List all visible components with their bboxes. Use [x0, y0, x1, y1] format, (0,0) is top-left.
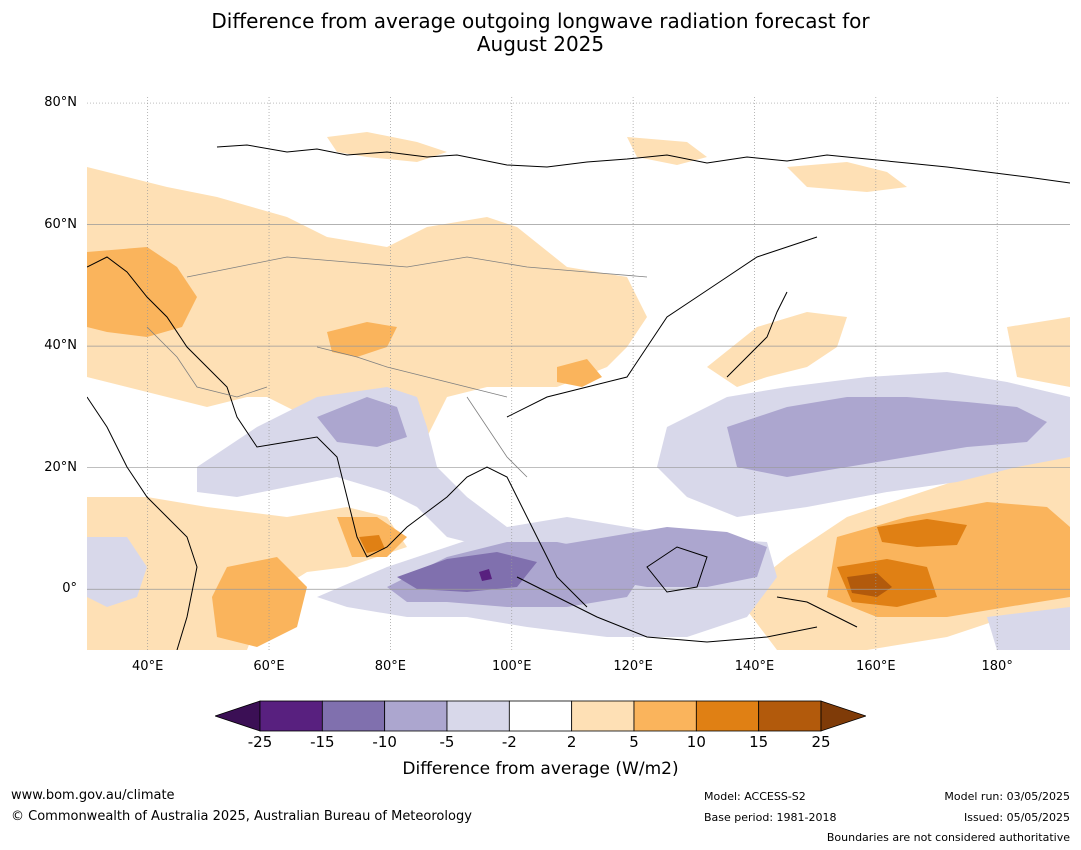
lon-label: 100°E — [491, 659, 532, 674]
footer-copyright: © Commonwealth of Australia 2025, Austra… — [11, 809, 472, 824]
colorbar-swatch — [321, 700, 386, 732]
colorbar-extend-high — [820, 700, 866, 732]
anomaly-pos5-europe — [87, 247, 197, 337]
anomaly-neg5-west-pacific — [727, 397, 1047, 477]
border-middle-east — [146, 326, 268, 398]
anomaly-neg2-arabia-india — [197, 387, 507, 547]
colorbar-tick-label: -2 — [501, 733, 517, 751]
border-central-asia — [186, 256, 648, 278]
coast-africa — [87, 396, 198, 650]
footer-issued: Issued: 05/05/2025 — [963, 811, 1070, 824]
footer-model: Model: ACCESS-S2 — [704, 790, 806, 803]
colorbar-tick-label: -10 — [372, 733, 397, 751]
coast-europe-arabia-africa — [87, 256, 588, 608]
colorbar-swatch — [446, 700, 510, 732]
anomaly-pos2-north-pacific-east — [1007, 317, 1070, 387]
title-line-2: August 2025 — [476, 32, 605, 56]
colorbar-tick-label: 5 — [629, 733, 639, 751]
colorbar-tick-label: 2 — [566, 733, 577, 751]
anomaly-pos2-siberia-north — [327, 132, 447, 162]
colorbar-tick-label: 15 — [749, 733, 769, 751]
footer-url[interactable]: www.bom.gov.au/climate — [11, 788, 175, 803]
colorbar-swatch — [758, 700, 822, 732]
coast-indonesia — [516, 576, 818, 643]
lat-label: 40°N — [44, 338, 77, 354]
colorbar-swatch — [571, 700, 635, 732]
colorbar-extend-low — [215, 700, 261, 732]
coast-japan — [726, 291, 788, 378]
colorbar-swatch — [695, 700, 760, 732]
anomaly-neg5-india — [317, 397, 407, 447]
border-himalaya — [316, 346, 508, 398]
anomaly-pos2-europe-russia — [87, 167, 647, 457]
colorbar-tick-label: 25 — [811, 733, 831, 751]
anomaly-neg10-east-io — [397, 552, 537, 592]
lon-label: 140°E — [734, 659, 775, 674]
anomaly-pos15-pacific — [847, 573, 892, 597]
colorbar-tick-label: -25 — [247, 733, 273, 751]
colorbar-swatch — [508, 700, 573, 732]
map-title: Difference from average outgoing longwav… — [0, 10, 1081, 56]
colorbar-tick-label: 10 — [686, 733, 706, 751]
border-china-se-asia — [466, 396, 528, 478]
colorbar-tick-label: -15 — [310, 733, 335, 751]
lon-label: 80°E — [374, 659, 407, 674]
anomaly-neg2-pacific-east — [987, 607, 1070, 650]
footer-base-period: Base period: 1981-2018 — [704, 811, 837, 824]
coast-arctic — [216, 144, 1070, 184]
anomaly-neg5-maritime — [547, 527, 767, 587]
anomaly-pos5-mongolia-china — [557, 359, 602, 387]
title-line-1: Difference from average outgoing longwav… — [211, 9, 870, 33]
olr-anomaly-map — [87, 97, 1070, 650]
anomaly-pos2-japan — [707, 312, 847, 387]
lat-label: 0° — [62, 581, 77, 597]
lat-label: 80°N — [44, 95, 77, 111]
colorbar-label: Difference from average (W/m2) — [402, 759, 679, 779]
anomaly-pos5-tibet — [327, 322, 397, 357]
anomaly-fields — [87, 132, 1070, 650]
anomaly-pos2-far-east — [787, 162, 907, 192]
map-panel — [87, 97, 1070, 650]
anomaly-pos10-pacific — [877, 519, 967, 547]
footer-model-run: Model run: 03/05/2025 — [944, 790, 1070, 803]
lon-label: 60°E — [253, 659, 285, 674]
country-borders — [146, 256, 648, 478]
lat-label: 20°N — [44, 459, 77, 475]
colorbar-swatch — [384, 700, 448, 732]
colorbar-swatch — [259, 700, 323, 732]
anomaly-pos5-west-io — [212, 557, 307, 647]
anomaly-pos2-east-siberia — [627, 137, 707, 165]
lat-label: 60°N — [44, 216, 77, 232]
anomaly-pos10-srilanka — [359, 535, 385, 553]
colorbar — [215, 700, 866, 732]
colorbar-swatch — [633, 700, 697, 732]
coast-borneo — [646, 546, 708, 593]
lon-label: 120°E — [613, 659, 653, 674]
lon-label: 180° — [981, 659, 1013, 674]
coast-new-guinea — [776, 596, 858, 628]
graticule — [87, 97, 1070, 650]
lon-label: 40°E — [132, 659, 164, 674]
anomaly-neg15-east-io — [479, 569, 492, 581]
footer-disclaimer: Boundaries are not considered authoritat… — [826, 831, 1070, 844]
lon-label: 160°E — [856, 659, 896, 674]
coast-east-asia — [506, 236, 818, 418]
colorbar-tick-label: -5 — [439, 733, 455, 751]
coastlines — [87, 144, 1070, 650]
